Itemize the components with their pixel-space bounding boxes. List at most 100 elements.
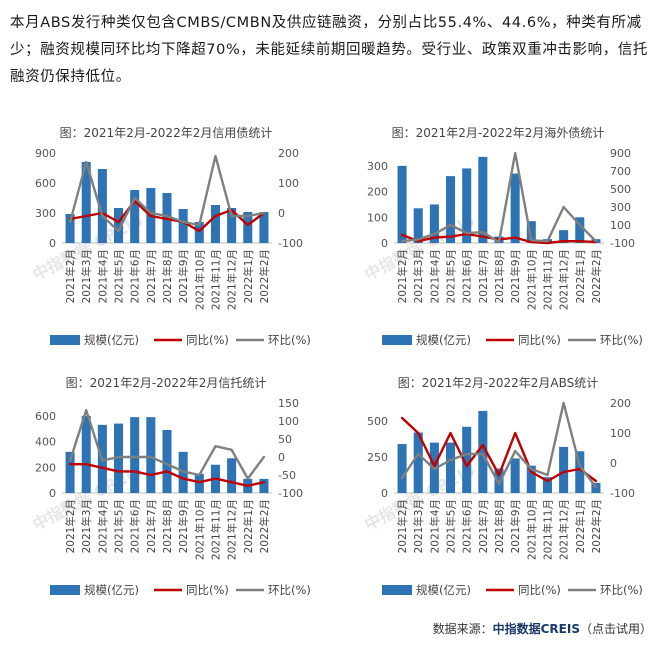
x-tick-label: 2021年10月 xyxy=(525,499,538,560)
chart-title: 图：2021年2月-2022年2月海外债统计 xyxy=(392,125,605,140)
y-right-tick-label: 200 xyxy=(278,147,299,160)
x-tick-label: 2021年7月 xyxy=(145,499,158,553)
y-right-tick-label: -100 xyxy=(278,237,303,250)
x-tick-label: 2021年2月 xyxy=(396,499,409,553)
bar-2021年5月 xyxy=(446,442,456,493)
y-left-tick-label: 100 xyxy=(367,211,388,224)
bar-2021年11月 xyxy=(542,477,552,493)
x-tick-label: 2021年12月 xyxy=(226,249,239,310)
x-tick-label: 2021年6月 xyxy=(461,499,474,553)
mom-line xyxy=(68,409,266,480)
bar-2021年9月 xyxy=(178,209,188,243)
bar-2021年3月 xyxy=(81,162,91,243)
y-right-tick-label: -100 xyxy=(610,487,635,500)
bar-2022年2月 xyxy=(259,212,269,243)
y-right-tick-label: 150 xyxy=(278,397,299,410)
y-right-tick-label: 100 xyxy=(278,177,299,190)
bar-2021年6月 xyxy=(130,417,140,493)
x-tick-label: 2021年3月 xyxy=(80,499,93,553)
y-left-tick-label: 900 xyxy=(35,147,56,160)
x-tick-label: 2021年2月 xyxy=(64,499,77,553)
legend-bar-swatch xyxy=(50,585,80,595)
x-tick-label: 2021年12月 xyxy=(558,499,571,560)
x-tick-label: 2021年2月 xyxy=(396,249,409,303)
mom-line xyxy=(68,154,266,233)
x-tick-label: 2021年7月 xyxy=(145,249,158,303)
bar-2021年10月 xyxy=(526,221,536,243)
x-tick-label: 2021年9月 xyxy=(509,249,522,303)
legend-bar-label: 规模(亿元) xyxy=(84,583,139,597)
x-tick-label: 2021年4月 xyxy=(96,249,109,303)
y-left-tick-label: 300 xyxy=(35,207,56,220)
bar-2021年5月 xyxy=(114,208,124,243)
source-suffix: （点击试用） xyxy=(579,622,652,636)
bar-2021年12月 xyxy=(559,230,569,243)
x-tick-label: 2021年10月 xyxy=(525,249,538,310)
y-left-tick-label: 0 xyxy=(381,487,388,500)
credit-bond-chart: 中指数据 CREIS图：2021年2月-2022年2月信用债统计03006009… xyxy=(29,126,311,347)
bar-2021年6月 xyxy=(130,190,140,243)
x-tick-label: 2021年3月 xyxy=(80,249,93,303)
bar-2021年9月 xyxy=(510,173,520,243)
trust-chart: 中指数据 CREIS图：2021年2月-2022年2月信托统计020040060… xyxy=(29,376,311,597)
bar-2021年8月 xyxy=(162,430,172,493)
source-label: 数据来源： xyxy=(432,622,493,636)
legend-mom-label: 环比(%) xyxy=(600,583,643,597)
x-tick-label: 2021年8月 xyxy=(161,249,174,303)
x-tick-label: 2021年6月 xyxy=(461,249,474,303)
x-tick-label: 2021年5月 xyxy=(445,499,458,553)
x-tick-label: 2021年3月 xyxy=(412,499,425,553)
overseas-bond-chart: 中指数据 CREIS图：2021年2月-2022年2月海外债统计01002003… xyxy=(361,125,643,347)
x-tick-label: 2021年8月 xyxy=(161,499,174,553)
source-link[interactable]: 中指数据CREIS xyxy=(492,622,580,636)
bar-2021年12月 xyxy=(227,458,237,493)
x-tick-label: 2022年1月 xyxy=(574,499,587,553)
y-right-tick-label: 0 xyxy=(278,451,285,464)
bar-2021年8月 xyxy=(494,468,504,493)
bar-2021年11月 xyxy=(210,205,220,243)
chart-title: 图：2021年2月-2022年2月信用债统计 xyxy=(60,126,273,140)
x-tick-label: 2021年7月 xyxy=(477,499,490,553)
x-tick-label: 2022年1月 xyxy=(242,249,255,303)
x-tick-label: 2021年4月 xyxy=(428,249,441,303)
y-right-tick-label: 500 xyxy=(610,183,631,196)
x-tick-label: 2021年8月 xyxy=(493,499,506,553)
legend-bar-swatch xyxy=(382,585,412,595)
y-right-tick-label: 300 xyxy=(610,201,631,214)
bar-2021年10月 xyxy=(526,465,536,493)
y-right-tick-label: 0 xyxy=(278,207,285,220)
bar-2021年2月 xyxy=(397,444,407,493)
x-tick-label: 2021年9月 xyxy=(509,499,522,553)
bar-2021年5月 xyxy=(114,423,124,493)
y-right-tick-label: -50 xyxy=(278,469,296,482)
x-tick-label: 2021年11月 xyxy=(209,499,222,560)
x-tick-label: 2022年2月 xyxy=(590,499,603,553)
bar-2022年2月 xyxy=(259,478,269,493)
legend-yoy-label: 同比(%) xyxy=(518,333,561,347)
x-tick-label: 2022年2月 xyxy=(590,249,603,303)
x-tick-label: 2021年6月 xyxy=(129,499,142,553)
charts-grid: 中指数据 CREIS 图：2021年2月-2022年2月信用债统计 0 300 600 9… xyxy=(0,115,664,615)
x-tick-label: 2021年2月 xyxy=(64,249,77,303)
bar-2021年4月 xyxy=(97,169,107,243)
bar-2021年6月 xyxy=(462,168,472,243)
y-left-tick-label: 0 xyxy=(49,237,56,250)
x-tick-label: 2022年2月 xyxy=(258,249,271,303)
y-left-tick-label: 600 xyxy=(35,177,56,190)
y-right-tick-label: 200 xyxy=(610,397,631,410)
y-left-tick-label: 300 xyxy=(367,160,388,173)
x-tick-label: 2021年9月 xyxy=(177,249,190,303)
legend-bar-swatch xyxy=(382,335,412,345)
chart-title: 图：2021年2月-2022年2月信托统计 xyxy=(66,376,267,390)
y-right-tick-label: 50 xyxy=(278,433,292,446)
y-right-tick-label: -100 xyxy=(610,237,635,250)
x-tick-label: 2021年3月 xyxy=(412,249,425,303)
y-left-tick-label: 200 xyxy=(367,186,388,199)
bar-2021年12月 xyxy=(559,446,569,493)
bar-2021年2月 xyxy=(65,214,75,243)
x-tick-label: 2021年11月 xyxy=(209,249,222,310)
legend-bar-label: 规模(亿元) xyxy=(84,333,139,347)
mom-line xyxy=(400,151,598,244)
y-left-tick-label: 400 xyxy=(35,436,56,449)
y-right-tick-label: 100 xyxy=(610,427,631,440)
